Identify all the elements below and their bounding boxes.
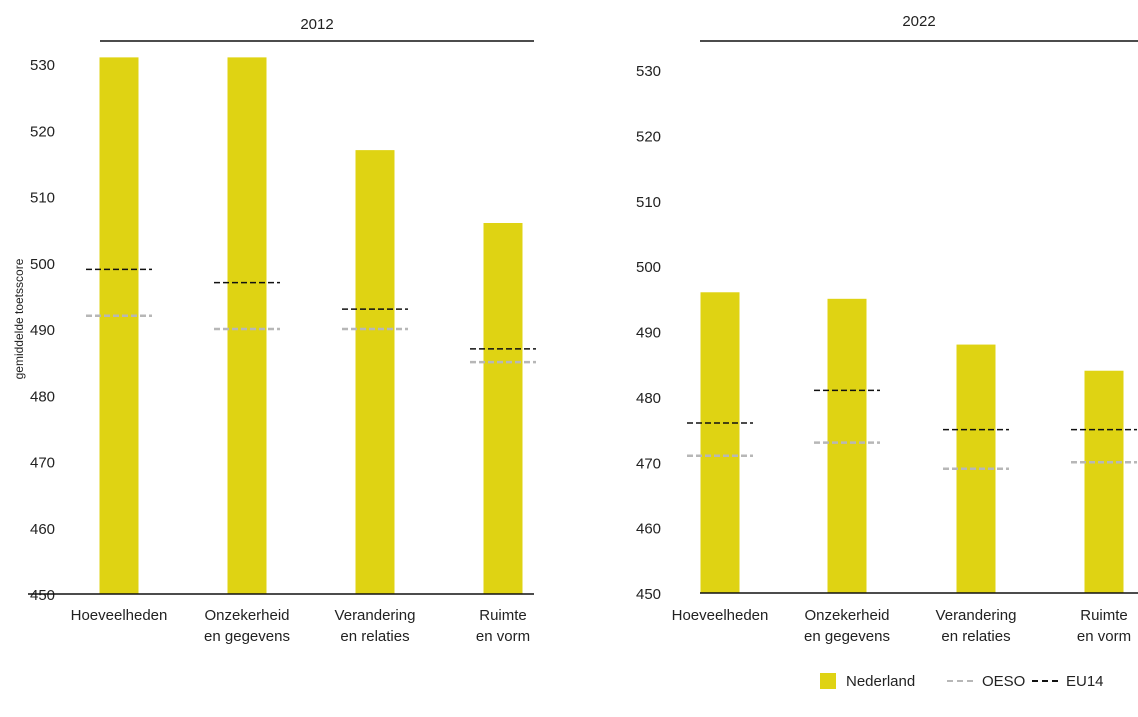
chart-panel-1: 2012 450 460 470 480 490 500 510 520 530 gemiddeld…	[12, 16, 536, 645]
chart-panels: 2012 450 460 470 480 490 500 510 520 530 gemiddeld…	[12, 13, 1138, 645]
x-tick-label: Hoeveelheden	[71, 607, 168, 624]
x-tick-label: Hoeveelheden	[672, 607, 769, 624]
legend-swatch-nederland	[820, 673, 836, 689]
y-tick-label: 510	[636, 194, 661, 211]
chart-title: 2022	[902, 13, 935, 30]
y-tick-label: 450	[636, 586, 661, 603]
bar-nederland	[355, 150, 395, 594]
y-tick-label: 450	[30, 587, 55, 604]
chart-title: 2012	[300, 16, 333, 33]
x-tick-label: Ruimte	[1080, 607, 1128, 624]
bar-nederland	[99, 57, 139, 594]
y-tick-label: 460	[30, 521, 55, 538]
x-tick-label: en gegevens	[204, 628, 290, 645]
bar-nederland	[227, 57, 267, 594]
bar-nederland	[1084, 370, 1124, 593]
y-tick-label: 470	[30, 455, 55, 472]
y-tick-label: 470	[636, 455, 661, 472]
y-tick-label: 490	[30, 322, 55, 339]
x-tick-label: en vorm	[476, 628, 530, 645]
x-tick-label: Onzekerheid	[804, 607, 889, 624]
chart-panel-2: 2022 450 460 470 480 490 500 510 520 530 Hoeveelhe…	[636, 13, 1138, 645]
legend-label-eu14: EU14	[1066, 673, 1104, 690]
y-tick-label: 460	[636, 521, 661, 538]
y-tick-label: 520	[30, 123, 55, 140]
bar-nederland	[483, 223, 523, 594]
x-tick-label: Ruimte	[479, 607, 527, 624]
y-axis-label: gemiddelde toetsscore	[12, 258, 26, 379]
legend-label-nederland: Nederland	[846, 673, 915, 690]
y-tick-label: 510	[30, 190, 55, 207]
y-tick-label: 480	[636, 390, 661, 407]
y-tick-label: 490	[636, 325, 661, 342]
y-tick-label: 480	[30, 388, 55, 405]
y-tick-label: 530	[636, 63, 661, 80]
x-tick-label: en relaties	[340, 628, 409, 645]
y-tick-label: 520	[636, 128, 661, 145]
x-tick-label: Verandering	[936, 607, 1017, 624]
bar-nederland	[827, 298, 867, 593]
legend-label-oeso: OESO	[982, 673, 1025, 690]
x-tick-label: en relaties	[941, 628, 1010, 645]
x-tick-label: en gegevens	[804, 628, 890, 645]
x-tick-label: Onzekerheid	[204, 607, 289, 624]
y-tick-label: 530	[30, 57, 55, 74]
bar-nederland	[700, 292, 740, 593]
x-tick-label: Verandering	[335, 607, 416, 624]
y-tick-label: 500	[636, 259, 661, 276]
legend: Nederland OESO EU14	[820, 673, 1104, 690]
x-tick-label: en vorm	[1077, 628, 1131, 645]
y-tick-label: 500	[30, 256, 55, 273]
